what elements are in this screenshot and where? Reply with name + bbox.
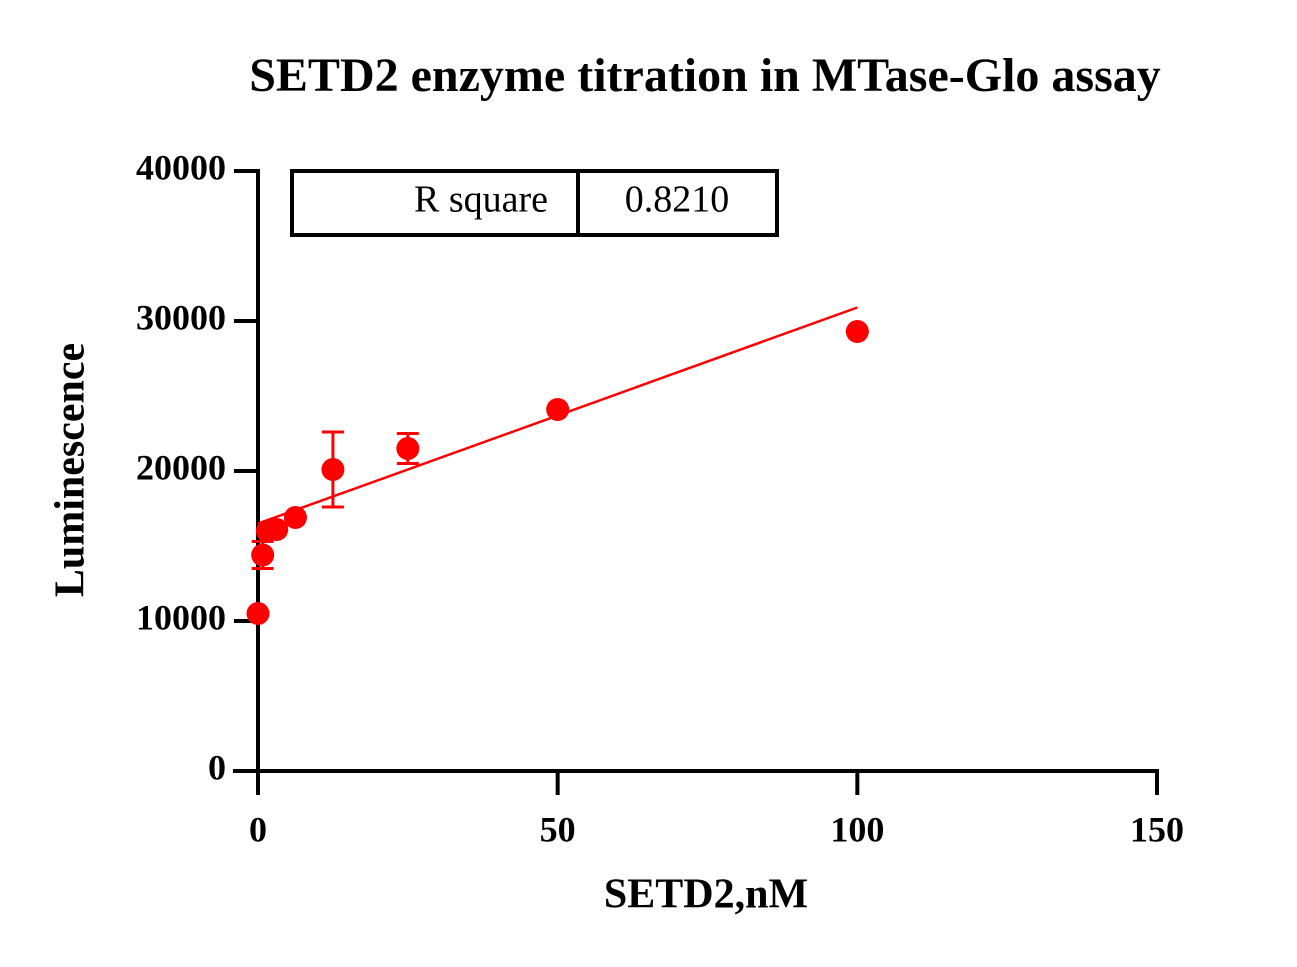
point [546,398,570,421]
x-tick-label: 50 [540,809,576,849]
point [396,437,420,460]
point [251,543,275,567]
point [283,506,307,529]
point [246,602,270,625]
y-tick-label: 0 [208,747,226,787]
x-tick-label: 0 [249,809,267,849]
point [265,518,289,541]
x-axis-label: SETD2,nM [604,872,808,918]
y-tick-label: 20000 [136,447,226,487]
y-tick-label: 40000 [136,147,226,187]
y-tick-label: 30000 [136,297,226,337]
annotation-label: R square [414,179,548,221]
y-axis-label: Luminescence [48,343,94,597]
y-tick-label: 10000 [136,597,226,637]
annotation-box [290,169,779,237]
annotation-value: 0.8210 [625,179,730,221]
point [845,320,869,343]
point [321,458,345,481]
x-tick-label: 150 [1130,809,1184,849]
chart-title: SETD2 enzyme titration in MTase-Glo assa… [249,49,1161,102]
x-tick-label: 100 [830,809,884,849]
